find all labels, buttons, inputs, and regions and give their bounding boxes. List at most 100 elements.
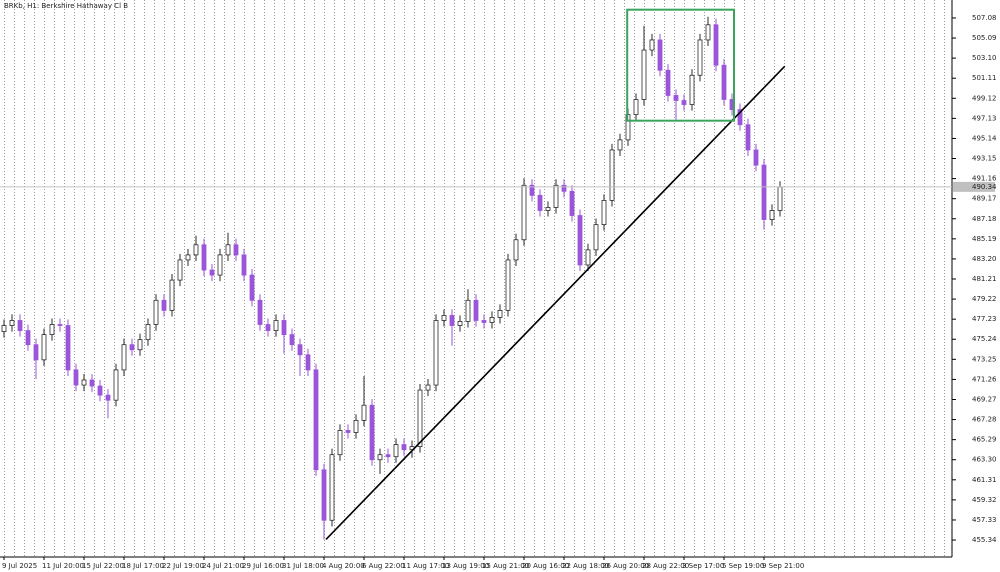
- y-tick-label: 483.20: [972, 255, 997, 263]
- y-tick-label: 501.11: [972, 74, 997, 82]
- candle-body: [217, 254, 223, 276]
- candle-body: [153, 299, 159, 325]
- candle-body: [41, 334, 47, 361]
- candle-body: [585, 249, 591, 266]
- candle-body: [369, 404, 375, 461]
- pattern-box: [626, 8, 736, 122]
- y-tick-label: 455.34: [972, 536, 997, 544]
- candle-body: [769, 210, 775, 220]
- candle-body: [81, 379, 87, 386]
- candle-body: [193, 244, 199, 256]
- candle-body: [33, 344, 39, 361]
- y-tick-label: 463.30: [972, 456, 997, 464]
- candle-body: [361, 404, 367, 421]
- x-tick-label: 18 Jul 17:00: [122, 562, 164, 570]
- y-tick-label: 497.13: [972, 114, 997, 122]
- x-tick-label: 11 Aug 17:00: [402, 562, 449, 570]
- candle-body: [529, 184, 535, 196]
- x-tick-label: 24 Jul 21:00: [202, 562, 244, 570]
- candle-body: [353, 419, 359, 433]
- candle-body: [753, 149, 759, 166]
- y-tick-label: 475.24: [972, 335, 997, 343]
- y-tick-label: 461.31: [972, 476, 997, 484]
- x-tick-label: 28 Aug 22:00: [642, 562, 689, 570]
- x-tick-label: 22 Jul 19:00: [162, 562, 204, 570]
- candle-body: [569, 190, 575, 216]
- y-tick-label: 489.17: [972, 195, 997, 203]
- x-tick-label: 5 Sep 19:00: [722, 562, 764, 570]
- candle-body: [665, 69, 671, 96]
- candle-body: [289, 334, 295, 346]
- candle-body: [673, 95, 679, 101]
- candle-body: [433, 320, 439, 386]
- candle-body: [49, 324, 55, 336]
- candle-body: [649, 39, 655, 51]
- candle-body: [281, 320, 287, 336]
- candle-body: [321, 469, 327, 521]
- trendline: [325, 65, 786, 540]
- candle-body: [713, 24, 719, 66]
- x-tick-label: 15 Aug 21:00: [482, 562, 529, 570]
- candle-body: [537, 194, 543, 211]
- x-tick-label: 4 Aug 20:00: [322, 562, 365, 570]
- candle-body: [121, 344, 127, 371]
- x-tick-label: 11 Jul 20:00: [42, 562, 84, 570]
- candle-body: [169, 279, 175, 311]
- candle-body: [137, 339, 143, 351]
- last-price-label: 490.34: [972, 183, 997, 191]
- candle-body: [393, 444, 399, 458]
- y-tick-label: 507.08: [972, 14, 997, 22]
- x-tick-label: 26 Aug 20:00: [602, 562, 649, 570]
- candle-body: [185, 254, 191, 261]
- x-tick-label: 15 Jul 22:00: [82, 562, 124, 570]
- x-tick-label: 31 Jul 18:00: [282, 562, 324, 570]
- x-tick-label: 22 Aug 18:00: [562, 562, 609, 570]
- candle-body: [89, 379, 95, 387]
- candle-body: [505, 259, 511, 311]
- y-tick-label: 503.10: [972, 54, 997, 62]
- candle-body: [401, 444, 407, 451]
- candle-body: [545, 207, 551, 211]
- candle-body: [761, 164, 767, 220]
- candle-body: [313, 369, 319, 471]
- y-tick-label: 505.09: [972, 34, 997, 42]
- candle-body: [329, 454, 335, 521]
- x-tick-label: 9 Sep 21:00: [762, 562, 804, 570]
- chart-title: BRKb, H1: Berkshire Hathaway Cl B: [4, 2, 128, 10]
- candle-body: [577, 215, 583, 266]
- candle-body: [705, 24, 711, 41]
- candle-body: [73, 369, 79, 386]
- candle-body: [265, 324, 271, 331]
- candle-body: [241, 254, 247, 276]
- x-tick-label: 13 Aug 19:00: [442, 562, 489, 570]
- candle-body: [561, 184, 567, 192]
- candle-body: [465, 299, 471, 322]
- candle-body: [161, 299, 167, 311]
- y-tick-label: 485.19: [972, 235, 997, 243]
- candle-body: [209, 269, 215, 276]
- candle-body: [201, 244, 207, 271]
- candle-body: [521, 184, 527, 241]
- x-tick-label: 6 Aug 22:00: [362, 562, 405, 570]
- y-tick-label: 469.27: [972, 395, 997, 403]
- candle-body: [273, 320, 279, 331]
- y-tick-label: 487.18: [972, 215, 997, 223]
- candle-body: [257, 299, 263, 325]
- candle-body: [553, 184, 559, 208]
- candle-body: [225, 244, 231, 256]
- candle-body: [473, 299, 479, 321]
- y-tick-label: 491.16: [972, 175, 997, 183]
- candle-body: [737, 109, 743, 126]
- y-tick-label: 467.28: [972, 416, 997, 424]
- candle-body: [65, 325, 71, 371]
- candle-body: [105, 394, 111, 401]
- x-tick-label: 29 Jul 16:00: [242, 562, 284, 570]
- y-tick-label: 459.32: [972, 496, 997, 504]
- candle-body: [657, 39, 663, 71]
- candle-body: [593, 224, 599, 251]
- candle-body: [97, 385, 103, 396]
- y-tick-label: 457.33: [972, 516, 997, 524]
- candle-body: [129, 344, 135, 351]
